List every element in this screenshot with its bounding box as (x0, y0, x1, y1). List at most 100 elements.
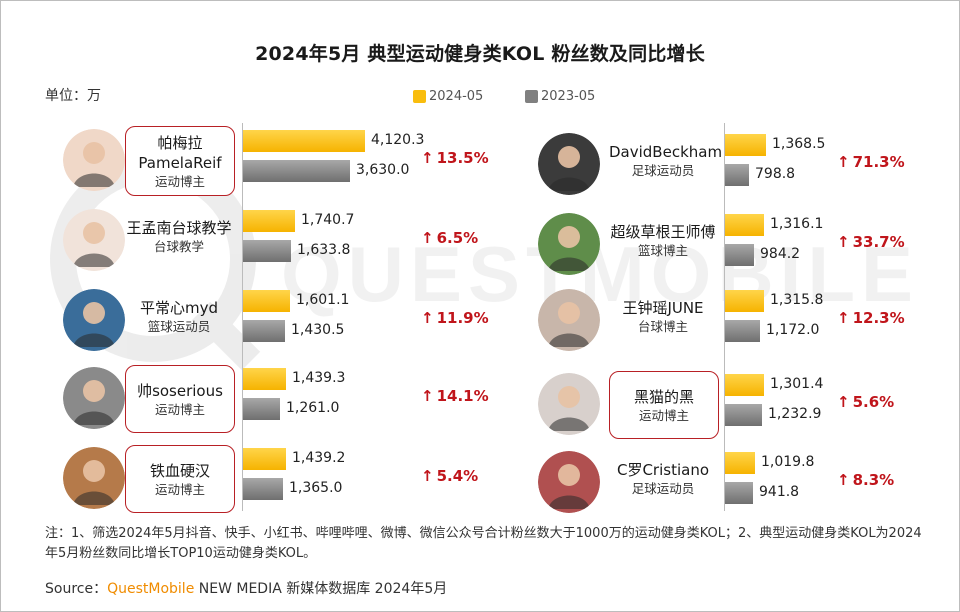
value-label-2024: 1,368.5 (772, 136, 826, 152)
kol-category: 运动博主 (638, 407, 689, 423)
up-arrow-icon: ↑ (421, 149, 434, 167)
unit-label: 单位：万 (45, 88, 101, 104)
value-label-2024: 1,315.8 (770, 292, 824, 308)
source-line: Source：QuestMobile NEW MEDIA 新媒体数据库 2024… (45, 578, 447, 598)
growth-label: ↑ 71.3% (837, 153, 905, 171)
source-suffix: NEW MEDIA 新媒体数据库 2024年5月 (194, 581, 448, 597)
kol-avatar (63, 447, 125, 509)
bar-2024 (725, 374, 764, 396)
kol-name: C罗Cristiano (616, 461, 710, 479)
growth-value: 13.5% (436, 149, 489, 167)
kol-category: 足球运动员 (631, 163, 695, 178)
source-prefix: Source： (45, 581, 108, 597)
kol-name: 黑猫的黑 (633, 387, 694, 406)
kol-name: 帕梅拉 (157, 133, 203, 152)
value-label-2024: 4,120.3 (371, 132, 425, 148)
bar-2023 (725, 164, 749, 186)
bar-2024 (725, 214, 764, 236)
kol-category: 台球教学 (153, 239, 204, 254)
growth-label: ↑ 33.7% (837, 233, 905, 251)
value-label-2023: 1,261.0 (286, 400, 340, 416)
kol-name: 王钟瑶JUNE (622, 299, 704, 317)
value-label-2024: 1,439.2 (292, 450, 346, 466)
growth-value: 14.1% (436, 387, 489, 405)
kol-label: 超级草根王师傅 篮球博主 (609, 222, 717, 259)
bar-2023 (243, 320, 285, 342)
growth-value: 71.3% (852, 153, 905, 171)
kol-name: 王孟南台球教学 (126, 219, 232, 237)
bar-2024 (725, 134, 766, 156)
kol-label: C罗Cristiano 足球运动员 (609, 460, 717, 497)
up-arrow-icon: ↑ (837, 471, 850, 489)
kol-name: 铁血硬汉 (149, 461, 210, 480)
kol-label: 王孟南台球教学 台球教学 (125, 218, 233, 255)
person-icon (63, 209, 125, 271)
value-label-2023: 1,633.8 (297, 242, 351, 258)
value-label-2024: 1,601.1 (296, 292, 350, 308)
growth-label: ↑ 13.5% (421, 149, 489, 167)
kol-category: 运动博主 (154, 173, 205, 189)
kol-label: 平常心myd 篮球运动员 (125, 298, 233, 335)
right-axis-line (724, 123, 725, 511)
bar-2024 (243, 448, 286, 470)
bar-2023 (243, 240, 291, 262)
kol-avatar (63, 129, 125, 191)
kol-avatar (63, 209, 125, 271)
value-label-2024: 1,439.3 (292, 370, 346, 386)
kol-label: 铁血硬汉 运动博主 (125, 445, 235, 513)
bar-2024 (243, 130, 365, 152)
legend-label-2023: 2023-05 (541, 89, 596, 104)
kol-label: 帕梅拉 PamelaReif 运动博主 (125, 126, 235, 196)
bar-2023 (725, 320, 760, 342)
person-icon (538, 373, 600, 435)
legend-swatch-2024 (413, 90, 426, 103)
person-icon (63, 447, 125, 509)
value-label-2023: 798.8 (755, 166, 796, 182)
legend-swatch-2023 (525, 90, 538, 103)
growth-label: ↑ 14.1% (421, 387, 489, 405)
value-label-2024: 1,019.8 (761, 454, 815, 470)
kol-name: 帅soserious (137, 381, 223, 400)
kol-category: 台球博主 (637, 319, 688, 334)
value-label-2024: 1,740.7 (301, 212, 355, 228)
value-label-2023: 941.8 (759, 484, 800, 500)
growth-label: ↑ 11.9% (421, 309, 489, 327)
legend-label-2024: 2024-05 (429, 89, 484, 104)
chart-title: 2024年5月 典型运动健身类KOL 粉丝数及同比增长 (255, 43, 705, 65)
value-label-2023: 1,172.0 (766, 322, 820, 338)
source-brand: QuestMobile (107, 581, 195, 597)
value-label-2023: 3,630.0 (356, 162, 410, 178)
bar-2024 (725, 290, 764, 312)
growth-label: ↑ 5.6% (837, 393, 894, 411)
growth-label: ↑ 12.3% (837, 309, 905, 327)
kol-avatar (63, 367, 125, 429)
legend-item-2023: 2023-05 (525, 89, 595, 104)
person-icon (63, 129, 125, 191)
bar-2024 (243, 290, 290, 312)
kol-category: 篮球运动员 (147, 319, 211, 334)
kol-category: 运动博主 (154, 401, 205, 417)
up-arrow-icon: ↑ (837, 153, 850, 171)
kol-name: 超级草根王师傅 (610, 223, 716, 241)
bar-2023 (243, 160, 350, 182)
kol-category: 篮球博主 (637, 243, 688, 258)
footnote: 注：1、筛选2024年5月抖音、快手、小红书、哔哩哔哩、微博、微信公众号合计粉丝… (45, 526, 922, 561)
kol-label: 王钟瑶JUNE 台球博主 (609, 298, 717, 335)
bar-2023 (725, 404, 762, 426)
kol-category: 足球运动员 (631, 481, 695, 496)
bar-2024 (243, 368, 286, 390)
bar-2023 (725, 244, 754, 266)
value-label-2023: 984.2 (760, 246, 801, 262)
up-arrow-icon: ↑ (421, 467, 434, 485)
legend-item-2024: 2024-05 (413, 89, 483, 104)
growth-value: 5.4% (436, 467, 479, 485)
value-label-2023: 1,232.9 (768, 406, 822, 422)
up-arrow-icon: ↑ (837, 309, 850, 327)
person-icon (63, 367, 125, 429)
kol-avatar (63, 289, 125, 351)
growth-label: ↑ 5.4% (421, 467, 478, 485)
value-label-2023: 1,430.5 (291, 322, 345, 338)
growth-value: 12.3% (852, 309, 905, 327)
growth-value: 6.5% (436, 229, 479, 247)
